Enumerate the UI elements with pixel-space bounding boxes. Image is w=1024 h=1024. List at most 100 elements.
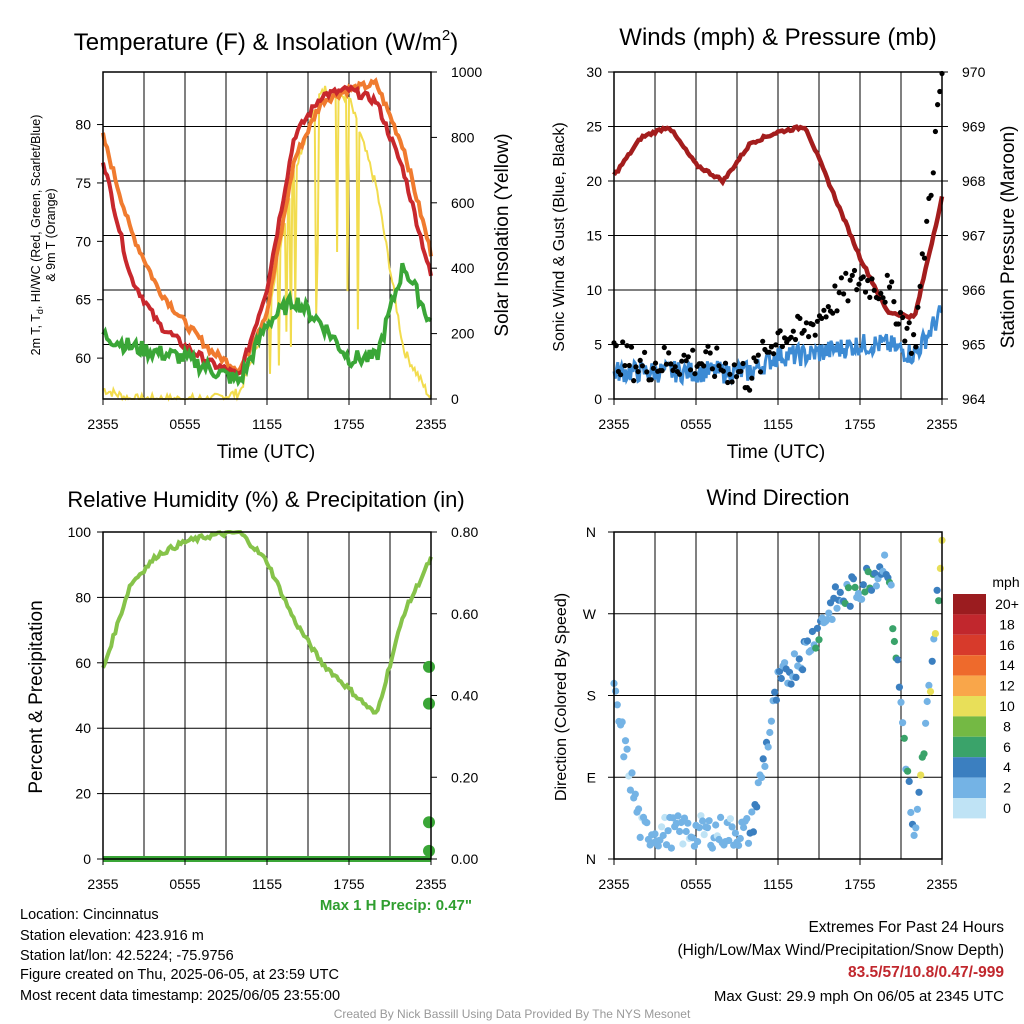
gust-point — [677, 371, 683, 377]
gust-point — [917, 283, 923, 289]
legend-label: 0 — [1003, 800, 1011, 816]
temperature-title: Temperature (F) & Insolation (W/m2) — [74, 27, 458, 56]
direction-point — [612, 687, 620, 695]
y-tick-label: E — [587, 769, 596, 785]
direction-point — [776, 667, 784, 675]
gust-point — [620, 339, 626, 345]
legend-swatch — [953, 594, 986, 615]
gust-point — [757, 369, 764, 375]
gust-point — [908, 350, 915, 356]
humidity-ylabel: Percent & Precipitation — [26, 600, 47, 793]
direction-point — [905, 777, 913, 786]
gust-point — [884, 272, 890, 278]
y2-tick-label: 967 — [962, 228, 986, 244]
gust-point — [860, 274, 866, 280]
footer-location: Location: Cincinnatus — [20, 907, 159, 923]
direction-point — [699, 817, 707, 825]
legend-swatch — [953, 696, 986, 717]
gust-point — [841, 291, 847, 297]
legend-label: 2 — [1003, 780, 1011, 796]
legend-swatch — [953, 777, 986, 798]
y-tick-label: 100 — [68, 524, 92, 540]
x-tick-label: 2355 — [415, 416, 446, 432]
legend-swatch — [953, 675, 986, 696]
direction-point — [928, 657, 936, 665]
y-tick-label: 80 — [75, 117, 91, 133]
y2-tick-label: 968 — [962, 173, 986, 189]
legend-swatch — [953, 736, 986, 758]
gust-point — [738, 368, 744, 374]
gust-point — [760, 338, 766, 344]
gust-point — [777, 328, 783, 334]
direction-point — [654, 842, 662, 850]
legend-label: 16 — [999, 637, 1015, 653]
direction-point — [631, 790, 639, 798]
direction-point — [899, 719, 907, 727]
pressure-line — [612, 124, 945, 321]
gust-point — [642, 349, 648, 355]
y-tick-label: 75 — [75, 175, 91, 191]
direction-point — [851, 583, 859, 592]
gust-point — [663, 361, 670, 367]
legend-swatch — [953, 634, 986, 656]
extremes-subtitle: (High/Low/Max Wind/Precipitation/Snow De… — [677, 942, 1005, 959]
direction-point — [717, 813, 725, 822]
gust-point — [812, 332, 818, 338]
temperature-xlabel: Time (UTC) — [217, 442, 316, 463]
y2-tick-label: 0 — [451, 391, 459, 407]
gust-point — [810, 322, 816, 328]
y-tick-label: 40 — [75, 720, 91, 736]
x-tick-label: 0555 — [680, 876, 711, 892]
gust-point — [930, 170, 936, 176]
direction-point — [658, 823, 666, 831]
gust-point — [937, 88, 943, 95]
gust-point — [838, 275, 845, 281]
temperature-ylabel-line2: & 9m T (Orange) — [44, 188, 58, 281]
y-tick-label: 10 — [586, 282, 602, 298]
gust-point — [749, 375, 755, 381]
gust-point — [854, 287, 860, 293]
gust-point — [851, 267, 858, 274]
x-tick-label: 2355 — [926, 416, 957, 432]
direction-point — [815, 636, 823, 644]
y-tick-label: 20 — [75, 786, 91, 802]
gust-point — [701, 363, 707, 369]
x-tick-label: 1155 — [763, 876, 793, 892]
direction-point — [758, 773, 766, 782]
x-tick-label: 2355 — [415, 876, 446, 892]
gust-point — [845, 298, 851, 304]
y-tick-label: 70 — [75, 233, 91, 249]
direction-point — [831, 583, 840, 591]
gust-point — [690, 347, 696, 353]
direction-point — [895, 683, 904, 691]
legend-label: 14 — [999, 657, 1015, 673]
extremes-title: Extremes For Past 24 Hours — [808, 919, 1004, 936]
direction-point — [849, 575, 858, 583]
gust-point — [773, 342, 779, 348]
gust-point — [622, 363, 628, 369]
dewpoint-line — [101, 262, 433, 388]
direction-point — [623, 745, 631, 753]
gust-point — [707, 350, 713, 356]
y2-tick-label: 0.60 — [451, 606, 478, 622]
direction-point — [676, 827, 684, 836]
gust-point — [644, 369, 650, 375]
direction-point — [859, 581, 867, 589]
gust-point — [725, 379, 731, 386]
footer-latlon: Station lat/lon: 42.5224; -75.9756 — [20, 948, 234, 964]
direction-point — [933, 586, 941, 594]
direction-point — [907, 808, 915, 817]
temperature-ylabel-line1: 2m T, Td, HI/WC (Red, Green, Scarlet/Blu… — [29, 115, 45, 356]
gust-point — [830, 310, 836, 316]
gust-point — [685, 354, 691, 360]
y-tick-label: 25 — [586, 119, 602, 135]
y2-tick-label: 0.80 — [451, 524, 478, 540]
direction-point — [915, 788, 923, 796]
temperature-ticks: 2355 0555 1155 1755 235560657075800200400600… — [75, 64, 482, 432]
gust-point — [731, 362, 737, 368]
x-tick-label: 1755 — [844, 416, 875, 432]
direction-point — [761, 762, 769, 771]
insolation-ylabel: Solar Insolation (Yellow) — [492, 133, 513, 336]
humidity-line — [101, 530, 433, 715]
gust-point — [679, 358, 685, 364]
